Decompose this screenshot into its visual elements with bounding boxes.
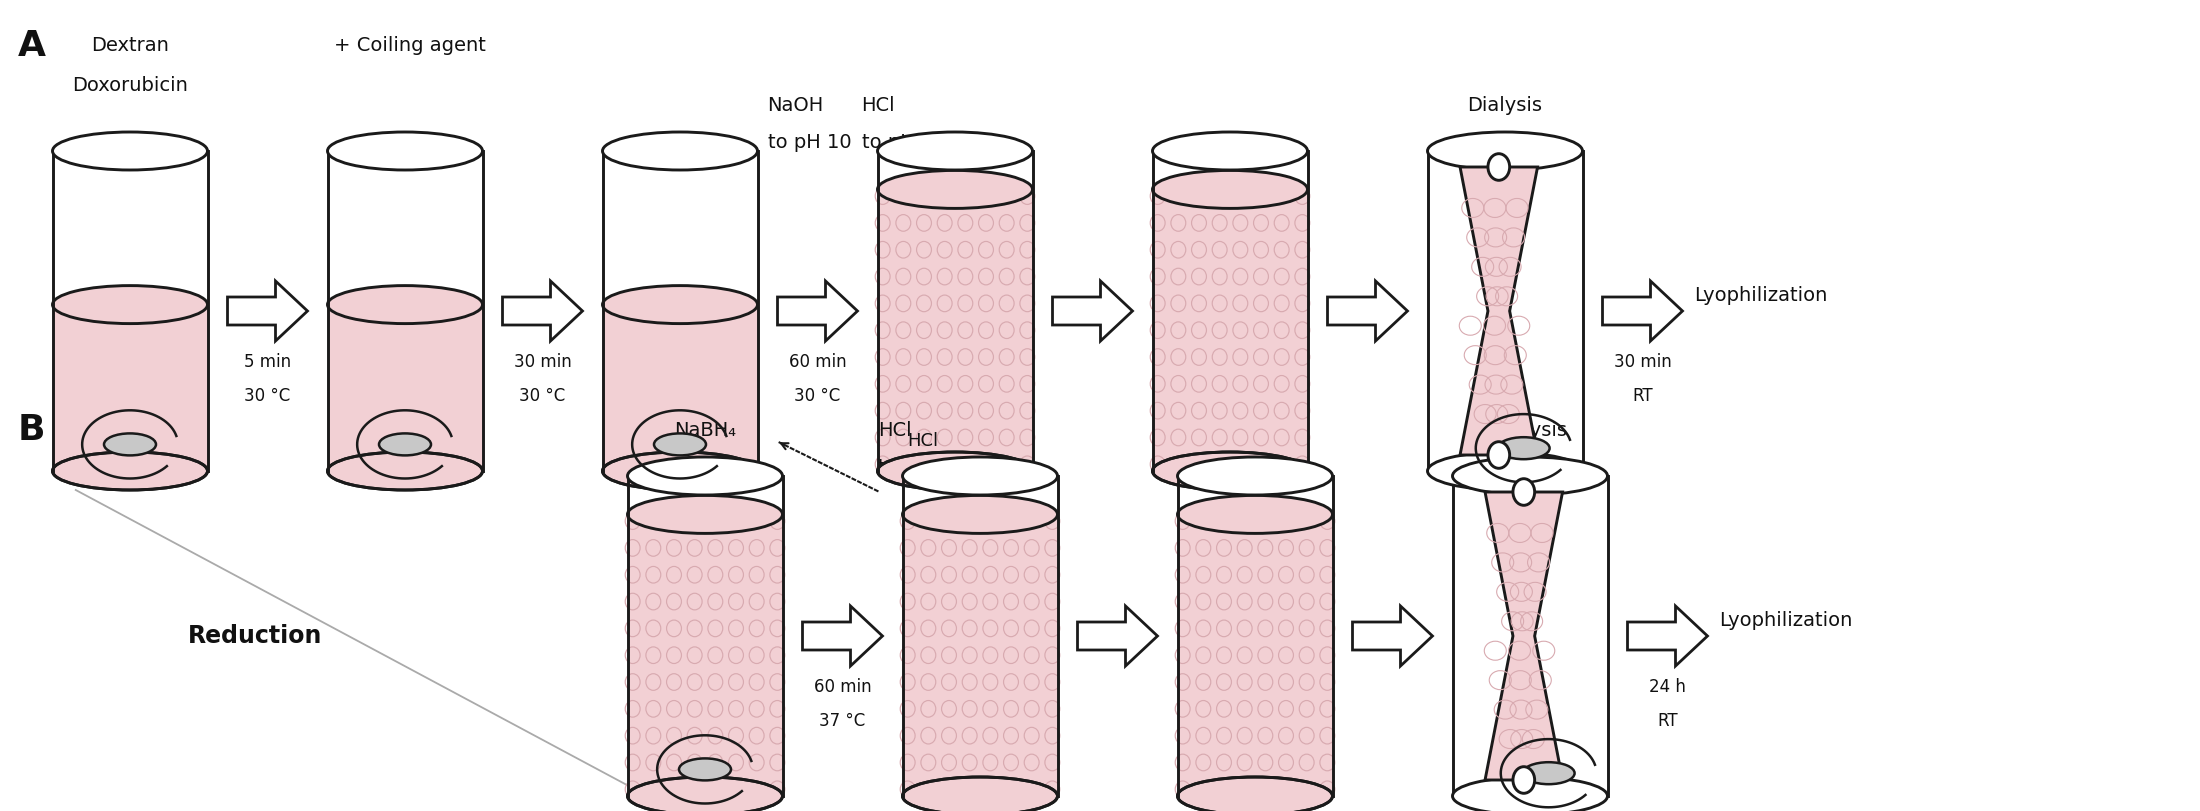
Text: + Coiling agent: + Coiling agent xyxy=(334,36,486,55)
Text: Dialysis: Dialysis xyxy=(1467,96,1542,115)
Text: 5 min: 5 min xyxy=(244,353,290,371)
Ellipse shape xyxy=(878,452,1032,490)
Text: 30 °C: 30 °C xyxy=(794,387,840,405)
Polygon shape xyxy=(1485,492,1562,780)
Ellipse shape xyxy=(378,433,431,456)
Bar xyxy=(603,305,757,471)
Polygon shape xyxy=(1052,281,1133,341)
Ellipse shape xyxy=(653,433,706,456)
Ellipse shape xyxy=(1153,132,1307,170)
Text: A: A xyxy=(18,29,46,63)
Ellipse shape xyxy=(902,457,1058,495)
Polygon shape xyxy=(777,281,858,341)
Ellipse shape xyxy=(603,285,757,324)
Text: 60 min: 60 min xyxy=(788,353,847,371)
Text: HCl: HCl xyxy=(878,421,913,440)
Ellipse shape xyxy=(1153,452,1307,490)
Text: Lyophilization: Lyophilization xyxy=(1694,286,1828,306)
Text: HCl: HCl xyxy=(909,432,939,450)
Ellipse shape xyxy=(627,496,783,534)
Text: to pH 7.0: to pH 7.0 xyxy=(909,469,990,487)
Text: 60 min: 60 min xyxy=(814,678,871,696)
Text: RT: RT xyxy=(1657,712,1679,730)
Text: to pH 7.4: to pH 7.4 xyxy=(878,458,968,477)
Ellipse shape xyxy=(1522,762,1575,784)
Text: Doxorubicin: Doxorubicin xyxy=(73,76,187,95)
Ellipse shape xyxy=(902,496,1058,534)
Text: 30 °C: 30 °C xyxy=(244,387,290,405)
Ellipse shape xyxy=(328,132,482,170)
Ellipse shape xyxy=(1487,442,1509,468)
Ellipse shape xyxy=(53,285,207,324)
Ellipse shape xyxy=(328,285,482,324)
Polygon shape xyxy=(1327,281,1408,341)
Text: HCl: HCl xyxy=(862,96,895,115)
Ellipse shape xyxy=(878,170,1032,208)
Ellipse shape xyxy=(627,457,783,495)
Polygon shape xyxy=(1628,606,1707,666)
Polygon shape xyxy=(1078,606,1157,666)
Text: B: B xyxy=(18,413,46,447)
Ellipse shape xyxy=(1487,154,1509,180)
Bar xyxy=(1177,514,1333,796)
Text: Dialysis: Dialysis xyxy=(1492,421,1566,440)
Ellipse shape xyxy=(328,452,482,490)
Bar xyxy=(1153,190,1307,471)
Text: 24 h: 24 h xyxy=(1650,678,1685,696)
Bar xyxy=(878,190,1032,471)
Text: 30 min: 30 min xyxy=(513,353,572,371)
Text: NaOH: NaOH xyxy=(768,96,823,115)
Ellipse shape xyxy=(1498,437,1549,459)
Text: Dextran: Dextran xyxy=(90,36,169,55)
Ellipse shape xyxy=(603,132,757,170)
Ellipse shape xyxy=(103,433,156,456)
Text: 30 min: 30 min xyxy=(1613,353,1672,371)
Ellipse shape xyxy=(1452,457,1608,495)
Text: RT: RT xyxy=(1632,387,1652,405)
Text: 30 °C: 30 °C xyxy=(519,387,565,405)
Ellipse shape xyxy=(1514,478,1536,505)
Bar xyxy=(902,514,1058,796)
Ellipse shape xyxy=(1428,452,1582,490)
Text: 37 °C: 37 °C xyxy=(818,712,865,730)
Polygon shape xyxy=(227,281,308,341)
Ellipse shape xyxy=(1452,777,1608,811)
Bar xyxy=(53,305,207,471)
Ellipse shape xyxy=(680,758,730,780)
Text: to pH 7.4: to pH 7.4 xyxy=(862,133,953,152)
Text: Lyophilization: Lyophilization xyxy=(1720,611,1852,630)
Polygon shape xyxy=(803,606,882,666)
Ellipse shape xyxy=(1177,777,1333,811)
Ellipse shape xyxy=(1153,170,1307,208)
Ellipse shape xyxy=(53,452,207,490)
Polygon shape xyxy=(1461,167,1538,455)
Bar xyxy=(328,305,482,471)
Text: to pH 10: to pH 10 xyxy=(768,133,851,152)
Ellipse shape xyxy=(627,777,783,811)
Ellipse shape xyxy=(53,132,207,170)
Ellipse shape xyxy=(1177,496,1333,534)
Ellipse shape xyxy=(902,777,1058,811)
Ellipse shape xyxy=(1428,132,1582,170)
Polygon shape xyxy=(1602,281,1683,341)
Text: Reduction: Reduction xyxy=(187,624,321,648)
Bar xyxy=(627,514,783,796)
Ellipse shape xyxy=(1177,457,1333,495)
Ellipse shape xyxy=(1514,766,1536,793)
Ellipse shape xyxy=(878,132,1032,170)
Polygon shape xyxy=(502,281,583,341)
Polygon shape xyxy=(1353,606,1432,666)
Text: NaBH₄: NaBH₄ xyxy=(673,421,737,440)
Ellipse shape xyxy=(603,452,757,490)
